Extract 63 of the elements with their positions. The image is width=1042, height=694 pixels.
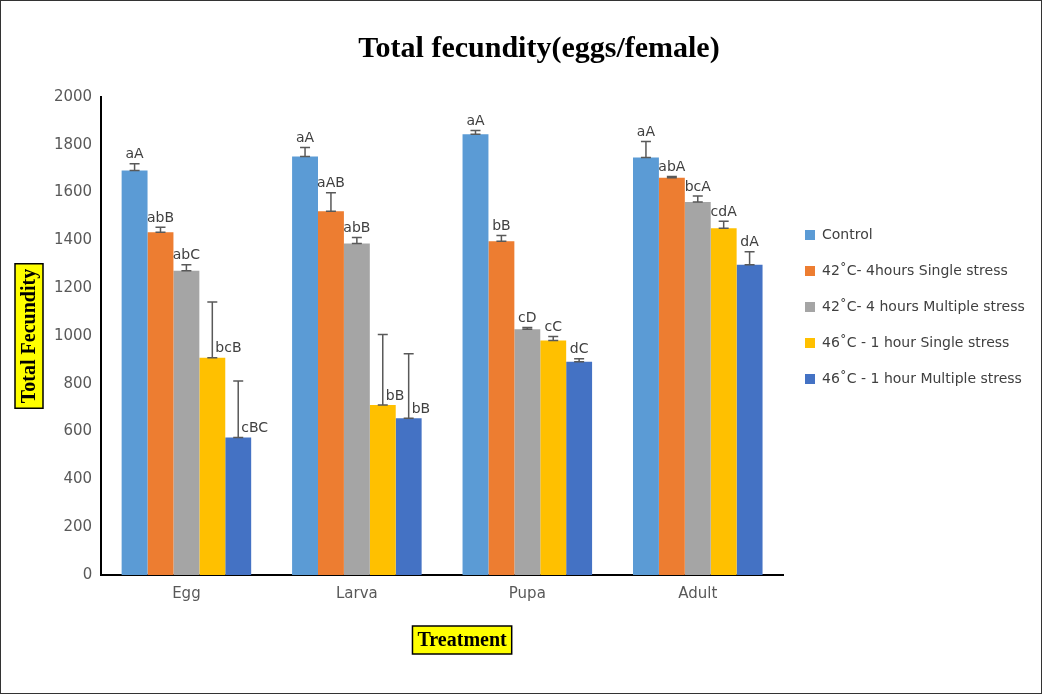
bar [369,405,396,575]
bar [343,243,370,575]
x-tick-label: Adult [678,583,718,602]
bar [199,357,226,575]
y-tick-label: 0 [82,564,93,583]
bar [658,177,685,575]
y-tick-label: 400 [63,469,93,488]
bar [710,228,737,575]
bar [540,340,567,575]
data-label: cBC [241,419,269,436]
y-tick-label: 1200 [53,278,93,297]
bar [514,329,541,575]
bar [684,201,711,575]
data-label: aA [125,145,145,162]
data-label: cdA [710,202,738,219]
bar [225,437,252,575]
bar [633,157,659,575]
bar [147,232,174,575]
x-tick-label: Pupa [508,583,546,602]
y-tick-label: 600 [63,421,93,440]
data-label: bcA [684,177,712,194]
data-label: cC [544,318,563,335]
data-label: aA [466,112,485,129]
data-label: bB [385,386,405,403]
y-tick-label: 200 [63,517,93,536]
data-label: dA [740,233,760,250]
legend-label: Control [822,225,873,242]
bar [488,241,515,575]
data-label: dC [569,340,589,357]
data-label: abC [172,246,201,263]
data-label: bB [411,399,431,416]
y-tick-label: 800 [63,373,93,392]
legend-label: 46˚C - 1 hour Single stress [822,333,1010,350]
chart-title: Total fecundity(eggs/female) [358,29,720,64]
bar [736,264,763,575]
bar [173,270,200,575]
x-tick-label: Larva [335,583,378,602]
y-tick-label: 2000 [53,86,93,105]
bar [292,156,318,575]
data-label: aAB [317,174,345,191]
x-axis-title: Treatment [417,628,508,651]
data-label: bB [492,217,511,234]
bar [462,134,489,575]
bar [121,170,148,575]
bar [318,211,344,575]
data-label: abA [658,158,686,175]
y-tick-label: 1800 [53,134,93,153]
legend-label: 42˚C- 4hours Single stress [822,261,1008,278]
data-label: bcB [215,339,242,356]
data-label: abB [146,208,175,225]
bar [566,361,593,575]
data-label: aA [636,123,656,140]
y-tick-label: 1000 [53,325,93,344]
data-label: cD [518,309,537,326]
data-label: aA [295,129,315,146]
legend-label: 42˚C- 4 hours Multiple stress [822,297,1025,314]
data-label: abB [343,219,371,236]
y-tick-label: 1400 [53,230,93,249]
y-tick-label: 1600 [53,182,93,201]
bar [395,418,422,575]
x-tick-label: Egg [172,583,201,602]
legend-label: 46˚C - 1 hour Multiple stress [822,369,1022,386]
y-axis-title: Total Fecundity [17,268,41,404]
